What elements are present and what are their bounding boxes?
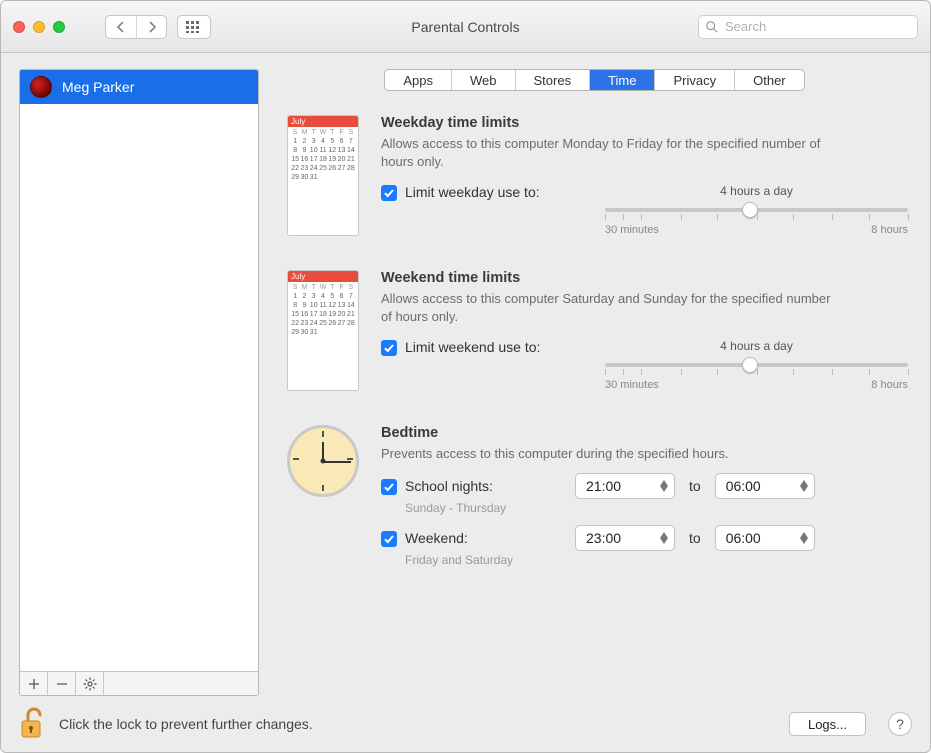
weekend-slider-caption: 4 hours a day bbox=[605, 339, 908, 353]
school-nights-checkbox[interactable] bbox=[381, 479, 397, 495]
add-user-button[interactable] bbox=[20, 672, 48, 695]
titlebar: Parental Controls bbox=[1, 1, 930, 53]
bottom-bar: Click the lock to prevent further change… bbox=[1, 696, 930, 752]
weekday-title: Weekday time limits bbox=[381, 115, 908, 131]
school-to-time[interactable]: 06:00 bbox=[715, 473, 815, 499]
nav-group bbox=[105, 15, 167, 39]
weekend-slider-max: 8 hours bbox=[871, 379, 908, 391]
bedtime-desc: Prevents access to this computer during … bbox=[381, 445, 841, 463]
show-all-button[interactable] bbox=[177, 15, 211, 39]
weekday-slider[interactable] bbox=[605, 200, 908, 220]
weekend-slider[interactable] bbox=[605, 355, 908, 375]
stepper-icon[interactable] bbox=[800, 480, 808, 492]
school-nights-sub: Sunday - Thursday bbox=[405, 501, 908, 515]
weekend-title: Weekend time limits bbox=[381, 270, 908, 286]
weekday-slider-max: 8 hours bbox=[871, 224, 908, 236]
weekend-limit-label: Limit weekend use to: bbox=[405, 339, 605, 355]
tab-time[interactable]: Time bbox=[590, 70, 655, 90]
weekend-from-time[interactable]: 23:00 bbox=[575, 525, 675, 551]
weekend-slider-min: 30 minutes bbox=[605, 379, 659, 391]
calendar-icon: July SMTWTFS1234567891011121314151617181… bbox=[287, 270, 359, 391]
user-list-scroll[interactable]: Meg Parker bbox=[20, 70, 258, 671]
weekday-desc: Allows access to this computer Monday to… bbox=[381, 135, 841, 170]
weekday-slider-min: 30 minutes bbox=[605, 224, 659, 236]
school-from-time[interactable]: 21:00 bbox=[575, 473, 675, 499]
weekday-limit-checkbox[interactable] bbox=[381, 185, 397, 201]
search-icon bbox=[705, 20, 719, 34]
remove-user-button[interactable] bbox=[48, 672, 76, 695]
weekend-desc: Allows access to this computer Saturday … bbox=[381, 290, 841, 325]
help-button[interactable]: ? bbox=[888, 712, 912, 736]
to-label: to bbox=[689, 478, 701, 494]
logs-button[interactable]: Logs... bbox=[789, 712, 866, 736]
body: Meg Parker bbox=[1, 53, 930, 696]
tab-stores[interactable]: Stores bbox=[516, 70, 591, 90]
sections: July SMTWTFS1234567891011121314151617181… bbox=[277, 107, 912, 696]
close-window-button[interactable] bbox=[13, 21, 25, 33]
avatar-icon bbox=[30, 76, 52, 98]
user-name: Meg Parker bbox=[62, 79, 134, 95]
weekend-nights-checkbox[interactable] bbox=[381, 531, 397, 547]
section-weekend: July SMTWTFS1234567891011121314151617181… bbox=[277, 262, 908, 417]
user-actions-button[interactable] bbox=[76, 672, 104, 695]
stepper-icon[interactable] bbox=[660, 532, 668, 544]
section-bedtime: Bedtime Prevents access to this computer… bbox=[277, 417, 908, 577]
back-button[interactable] bbox=[106, 16, 136, 38]
to-label: to bbox=[689, 530, 701, 546]
search-field-wrap bbox=[698, 15, 918, 39]
weekday-limit-label: Limit weekday use to: bbox=[405, 184, 605, 200]
tab-privacy[interactable]: Privacy bbox=[655, 70, 735, 90]
unlocked-lock-icon bbox=[19, 706, 47, 740]
forward-button[interactable] bbox=[136, 16, 166, 38]
section-weekday: July SMTWTFS1234567891011121314151617181… bbox=[277, 107, 908, 262]
weekend-to-time[interactable]: 06:00 bbox=[715, 525, 815, 551]
gear-icon bbox=[83, 677, 97, 691]
zoom-window-button[interactable] bbox=[53, 21, 65, 33]
tabs: Apps Web Stores Time Privacy Other bbox=[384, 69, 804, 91]
parental-controls-window: Parental Controls Meg Parker bbox=[0, 0, 931, 753]
tab-other[interactable]: Other bbox=[735, 70, 804, 90]
bedtime-title: Bedtime bbox=[381, 425, 908, 441]
calendar-icon: July SMTWTFS1234567891011121314151617181… bbox=[287, 115, 359, 236]
stepper-icon[interactable] bbox=[800, 532, 808, 544]
settings-pane: Apps Web Stores Time Privacy Other July … bbox=[277, 69, 912, 696]
weekday-slider-caption: 4 hours a day bbox=[605, 184, 908, 198]
minimize-window-button[interactable] bbox=[33, 21, 45, 33]
tab-web[interactable]: Web bbox=[452, 70, 516, 90]
lock-button[interactable] bbox=[19, 706, 47, 743]
search-input[interactable] bbox=[698, 15, 918, 39]
weekend-nights-sub: Friday and Saturday bbox=[405, 553, 908, 567]
user-list-footer bbox=[20, 671, 258, 695]
weekend-nights-label: Weekend: bbox=[405, 530, 575, 546]
user-list: Meg Parker bbox=[19, 69, 259, 696]
window-controls bbox=[1, 21, 77, 33]
weekend-limit-checkbox[interactable] bbox=[381, 340, 397, 356]
clock-icon bbox=[287, 425, 359, 497]
user-row[interactable]: Meg Parker bbox=[20, 70, 258, 104]
lock-text: Click the lock to prevent further change… bbox=[59, 716, 313, 732]
school-nights-label: School nights: bbox=[405, 478, 575, 494]
stepper-icon[interactable] bbox=[660, 480, 668, 492]
tab-apps[interactable]: Apps bbox=[385, 70, 452, 90]
